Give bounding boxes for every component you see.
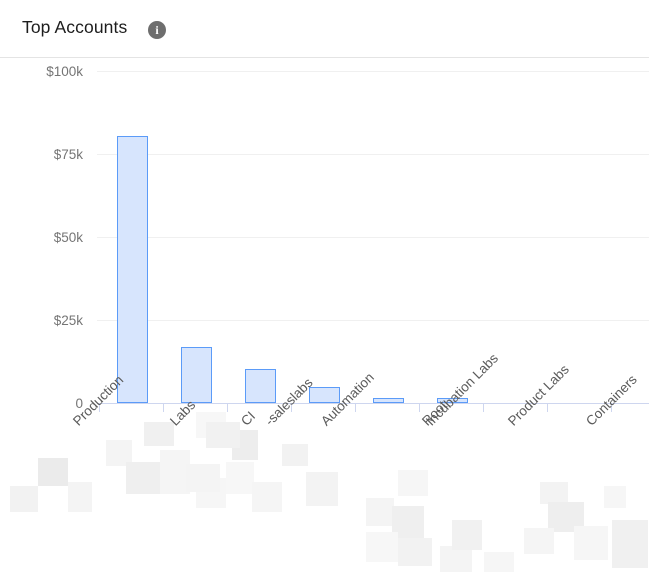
xtick-7 [547,403,548,412]
xlabel-product-labs: Product Labs [505,361,572,429]
bar-root[interactable] [437,398,468,403]
info-icon[interactable]: i [148,21,166,39]
xlabel-ci: CI [238,408,259,429]
ytick-label-100k: $100k [46,64,83,79]
ytick-label-75k: $75k [53,147,83,162]
xtick-4 [355,403,356,412]
ytick-label-50k: $50k [53,230,83,245]
xtick-5 [419,403,420,412]
bar-chart-plot-area: $100k $75k $50k $25k 0 [0,58,649,572]
header-divider [0,57,649,58]
gridline-75k [97,154,649,155]
xtick-1 [163,403,164,412]
xtick-2 [227,403,228,412]
xtick-8 [611,403,612,412]
xtick-0 [99,403,100,412]
xlabel-incubation-labs: Incubation Labs [423,350,502,429]
gridline-100k [97,71,649,72]
xtick-6 [483,403,484,412]
bar-automation[interactable] [373,398,404,403]
gridline-50k [97,237,649,238]
ytick-label-0: 0 [75,396,83,411]
x-axis-line [97,403,649,404]
bar-labs[interactable] [181,347,212,403]
xlabel-containers: Containers [583,371,640,429]
page-title: Top Accounts [22,17,128,37]
ytick-label-25k: $25k [53,313,83,328]
xtick-3 [291,403,292,412]
bar-ci[interactable] [245,369,276,403]
gridline-25k [97,320,649,321]
bar-production[interactable] [117,136,148,403]
bar-saleslabs[interactable] [309,387,340,403]
card-header: Top Accounts i [0,0,649,57]
